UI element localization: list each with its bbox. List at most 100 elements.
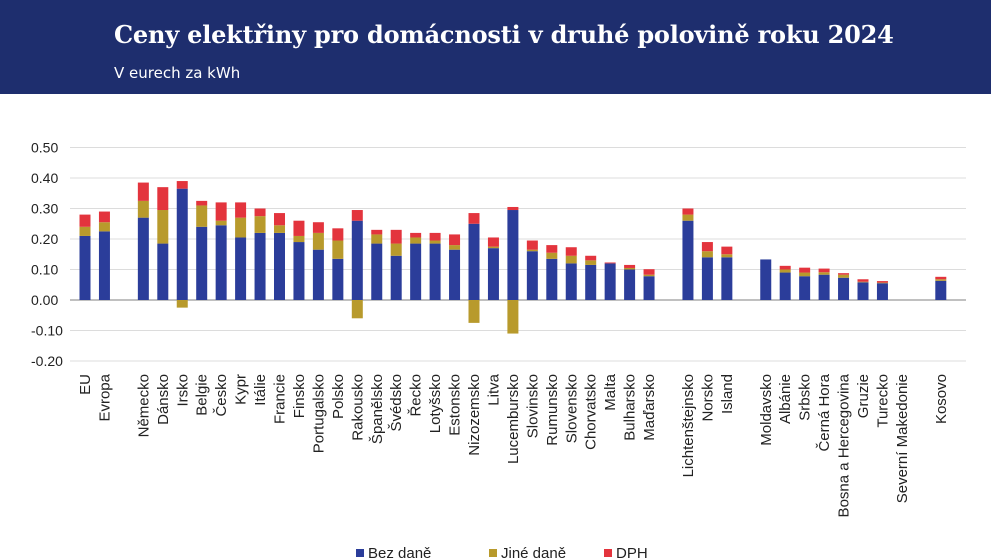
bar-bez-dane — [721, 257, 733, 300]
bar-bez-dane — [176, 188, 188, 300]
bar-jine-dane — [799, 272, 811, 277]
bar-jine-dane — [196, 205, 208, 227]
category-label: Irsko — [174, 374, 191, 407]
chart-subtitle: V eurech za kWh — [114, 64, 241, 82]
bar-dph — [176, 181, 188, 189]
category-label: Polsko — [330, 374, 347, 419]
category-label: Kypr — [233, 374, 250, 405]
bar-jine-dane — [137, 200, 149, 218]
bar-jine-dane — [838, 274, 850, 278]
category-label: Francie — [272, 374, 289, 424]
bar-jine-dane — [487, 246, 499, 249]
category-label: Slovinsko — [524, 374, 541, 438]
bar-dph — [585, 255, 597, 261]
bar-bez-dane — [935, 280, 947, 300]
bar-bez-dane — [98, 231, 110, 300]
bar-jine-dane — [254, 216, 266, 233]
bar-jine-dane — [876, 282, 888, 284]
category-label: EU — [77, 374, 94, 395]
bar-bez-dane — [157, 243, 169, 300]
bar-jine-dane — [235, 217, 247, 238]
category-label: Srbsko — [797, 374, 814, 421]
bar-dph — [293, 220, 305, 236]
bar-bez-dane — [487, 248, 499, 300]
category-label: Česko — [213, 374, 230, 417]
category-label: Lucembursko — [505, 374, 522, 464]
bar-bez-dane — [857, 282, 869, 300]
category-label: Turecko — [874, 374, 891, 428]
bar-dph — [196, 200, 208, 206]
bar-bez-dane — [604, 263, 616, 300]
bar-dph — [818, 268, 830, 273]
bar-bez-dane — [449, 249, 461, 300]
bar-bez-dane — [468, 223, 480, 300]
bar-jine-dane — [818, 272, 830, 275]
bar-dph — [449, 234, 461, 246]
category-label: Španělsko — [369, 374, 386, 444]
y-tick-label: 0.50 — [31, 140, 58, 156]
bar-dph — [215, 202, 227, 221]
bar-jine-dane — [624, 267, 636, 270]
category-label: Rumunsko — [544, 374, 561, 446]
bar-dph — [624, 264, 636, 268]
bar-bez-dane — [390, 255, 402, 300]
bar-jine-dane — [312, 232, 324, 250]
bar-bez-dane — [624, 269, 636, 300]
bar-dph — [546, 245, 558, 253]
bar-jine-dane — [682, 214, 694, 221]
bar-jine-dane — [410, 237, 422, 244]
y-tick-label: -0.20 — [31, 353, 63, 369]
bar-jine-dane — [643, 274, 655, 277]
bar-bez-dane — [235, 237, 247, 300]
bar-jine-dane — [526, 249, 538, 252]
bar-jine-dane — [351, 300, 363, 319]
bar-dph — [604, 262, 616, 264]
bar-dph — [565, 247, 577, 256]
bar-bez-dane — [585, 264, 597, 300]
category-label: Albánie — [777, 374, 794, 424]
bar-jine-dane — [585, 260, 597, 265]
bar-dph — [157, 187, 169, 211]
category-label: Chorvatsko — [583, 374, 600, 450]
category-label: Norsko — [699, 374, 716, 422]
bar-bez-dane — [79, 235, 91, 300]
category-label: Estonsko — [447, 374, 464, 436]
bar-bez-dane — [876, 283, 888, 300]
category-label: Slovensko — [563, 374, 580, 443]
bar-jine-dane — [274, 225, 285, 233]
bar-jine-dane — [565, 255, 577, 264]
bar-bez-dane — [799, 276, 811, 300]
header-banner: Ceny elektřiny pro domácnosti v druhé po… — [0, 0, 991, 94]
bar-dph — [410, 232, 422, 238]
bar-jine-dane — [546, 252, 558, 259]
bar-dph — [429, 232, 441, 241]
bar-jine-dane — [857, 281, 869, 283]
bar-dph — [235, 202, 247, 218]
bar-bez-dane — [760, 259, 772, 300]
category-label: Černá Hora — [816, 373, 833, 451]
bar-dph — [857, 279, 869, 282]
category-label: Belgie — [194, 374, 211, 416]
bar-jine-dane — [390, 243, 402, 256]
bar-dph — [799, 267, 811, 273]
legend-swatch — [604, 549, 612, 557]
bar-bez-dane — [565, 263, 577, 300]
bar-dph — [838, 273, 850, 275]
category-label: Maďarsko — [641, 374, 658, 441]
bar-bez-dane — [507, 210, 519, 300]
bar-dph — [643, 269, 655, 275]
y-tick-label: 0.10 — [31, 262, 58, 278]
bar-jine-dane — [157, 210, 169, 244]
category-label: Švédsko — [388, 374, 405, 432]
bar-jine-dane — [98, 222, 110, 232]
bar-bez-dane — [274, 232, 285, 300]
category-label: Portugalsko — [310, 374, 327, 453]
category-label: Bosna a Hercegovina — [836, 373, 853, 517]
bar-dph — [371, 229, 383, 235]
bar-jine-dane — [332, 240, 344, 259]
bar-dph — [351, 210, 363, 221]
bar-dph — [98, 211, 110, 223]
category-label: Itálie — [252, 374, 269, 406]
legend-swatch — [356, 549, 364, 557]
category-label: Lichtenštejnsko — [680, 374, 697, 477]
